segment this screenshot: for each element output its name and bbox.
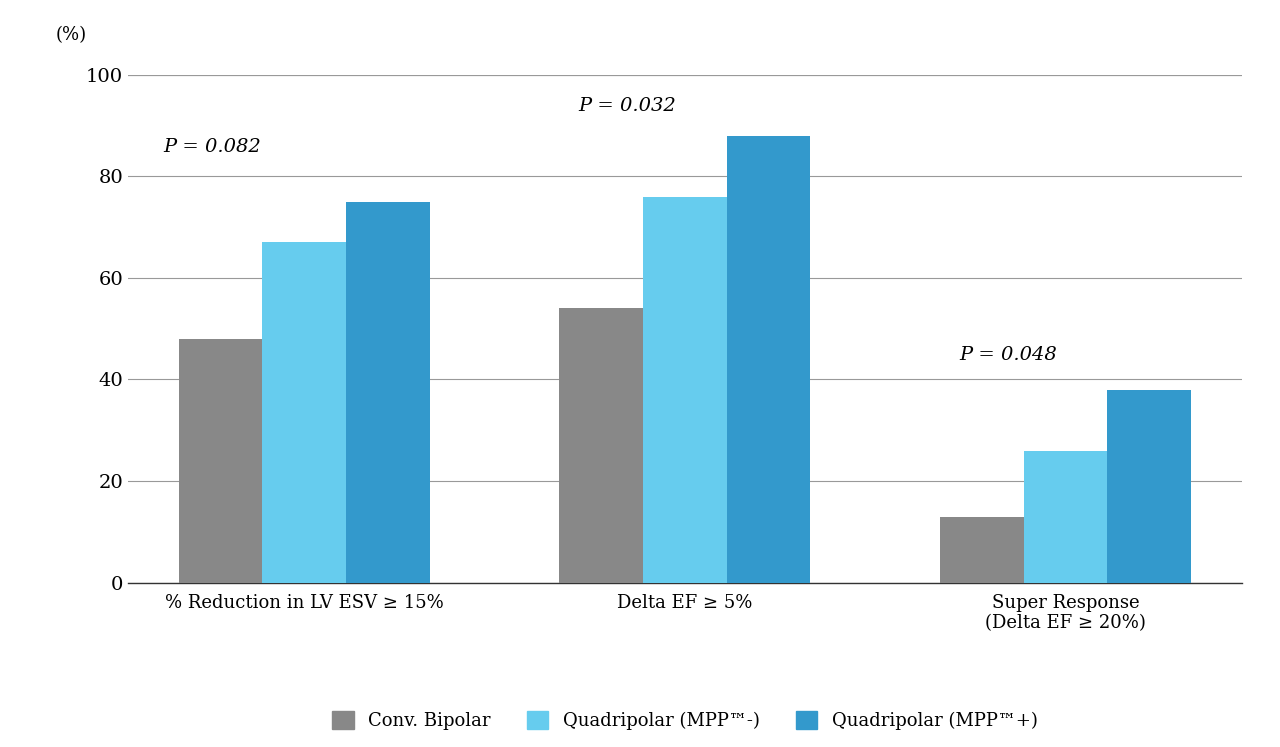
Bar <box>1107 390 1190 583</box>
Text: P = 0.082: P = 0.082 <box>164 138 261 156</box>
Text: P = 0.048: P = 0.048 <box>959 347 1056 365</box>
Text: (%): (%) <box>55 26 87 44</box>
Text: P = 0.032: P = 0.032 <box>579 97 676 115</box>
Bar <box>262 242 346 583</box>
Bar <box>559 309 643 583</box>
Legend: Conv. Bipolar, Quadripolar (MPP™-), Quadripolar (MPP™+): Conv. Bipolar, Quadripolar (MPP™-), Quad… <box>325 704 1044 737</box>
Bar <box>346 202 430 583</box>
Bar <box>727 136 810 583</box>
Bar <box>643 196 727 583</box>
Bar <box>179 339 262 583</box>
Bar <box>1024 450 1107 583</box>
Bar <box>940 517 1024 583</box>
